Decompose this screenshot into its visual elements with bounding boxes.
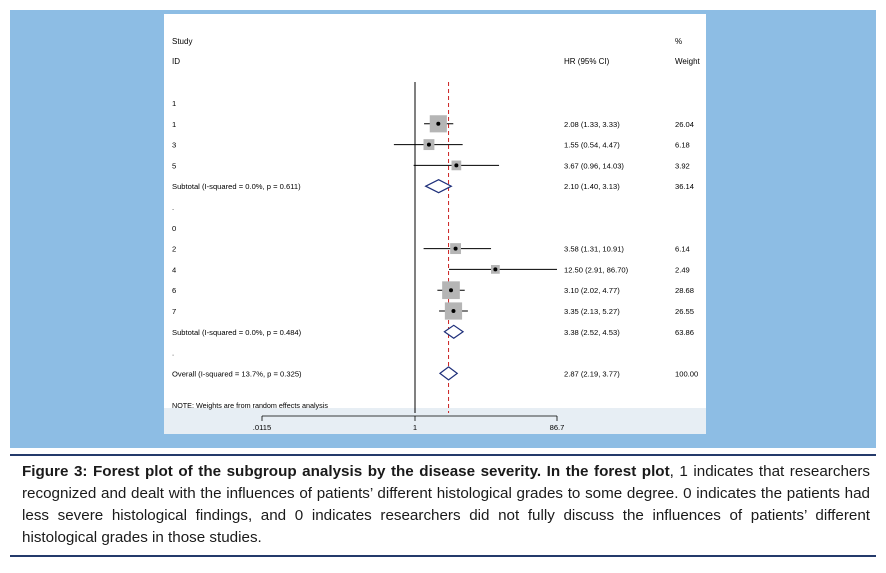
point-estimate: [493, 267, 498, 272]
header-percent: %: [675, 37, 682, 46]
row-label: 6: [172, 286, 176, 295]
hr-ci-label: 3.58 (1.31, 10.91): [564, 245, 624, 254]
header-weight: Weight: [675, 57, 701, 66]
row-label: 5: [172, 161, 176, 170]
weight-label: 26.04: [675, 120, 694, 129]
weight-label: 63.86: [675, 328, 694, 337]
hr-ci-label: 2.87 (2.19, 3.77): [564, 369, 620, 378]
header-id: ID: [172, 57, 180, 66]
row-label: Overall (I-squared = 13.7%, p = 0.325): [172, 369, 302, 378]
weight-label: 28.68: [675, 286, 694, 295]
hr-ci-label: 2.10 (1.40, 3.13): [564, 182, 620, 191]
row-label: 2: [172, 245, 176, 254]
caption-rule-top: [10, 454, 876, 456]
point-estimate: [451, 309, 456, 313]
pooled-diamond: [443, 324, 465, 340]
header-study: Study: [172, 37, 192, 46]
point-estimate: [436, 121, 441, 126]
weight-label: 3.92: [675, 161, 690, 170]
row-label: 3: [172, 141, 176, 150]
pooled-diamond: [438, 366, 459, 381]
hr-ci-label: 3.10 (2.02, 4.77): [564, 286, 620, 295]
hr-ci-label: 1.55 (0.54, 4.47): [564, 141, 620, 150]
pooled-diamond: [424, 179, 453, 194]
row-label: Subtotal (I-squared = 0.0%, p = 0.611): [172, 182, 301, 191]
weight-label: 36.14: [675, 182, 694, 191]
point-estimate: [453, 246, 458, 251]
hr-ci-label: 3.38 (2.52, 4.53): [564, 328, 620, 337]
hr-ci-label: 3.67 (0.96, 14.03): [564, 161, 624, 170]
x-tick-label: 1: [413, 423, 417, 432]
forest-marks: 11 2.08 (1.33, 3.33) 26.043 1.55 (0.54, 4.4…: [172, 82, 698, 432]
caption-rule-bottom: [10, 555, 876, 557]
point-estimate: [426, 142, 431, 147]
weight-label: 6.18: [675, 141, 690, 150]
x-axis-band: [164, 408, 706, 434]
plot-panel: [164, 14, 706, 434]
weight-label: 100.00: [675, 369, 698, 378]
weight-label: 26.55: [675, 307, 694, 316]
row-label: 4: [172, 265, 176, 274]
row-label: 7: [172, 307, 176, 316]
chart-note: NOTE: Weights are from random effects an…: [172, 401, 328, 410]
row-label: 1: [172, 99, 176, 108]
caption-text: , 1 indicates that researchers recognize…: [22, 463, 870, 546]
row-label: 1: [172, 120, 176, 129]
hr-ci-label: 12.50 (2.91, 86.70): [564, 265, 629, 274]
weight-label: 2.49: [675, 265, 690, 274]
x-tick-label: 86.7: [550, 423, 565, 432]
weight-label: 6.14: [675, 245, 690, 254]
caption-bold: Figure 3: Forest plot of the subgroup an…: [22, 463, 670, 480]
row-label: .: [172, 203, 174, 212]
row-label: .: [172, 349, 174, 358]
row-label: Subtotal (I-squared = 0.0%, p = 0.484): [172, 328, 302, 337]
header-hr: HR (95% CI): [564, 57, 610, 66]
figure-caption: Figure 3: Forest plot of the subgroup an…: [22, 461, 870, 549]
point-estimate: [449, 288, 454, 293]
hr-ci-label: 2.08 (1.33, 3.33): [564, 120, 620, 129]
point-estimate: [454, 163, 459, 168]
row-label: 0: [172, 224, 176, 233]
hr-ci-label: 3.35 (2.13, 5.27): [564, 307, 620, 316]
x-tick-label: .0115: [253, 423, 271, 432]
